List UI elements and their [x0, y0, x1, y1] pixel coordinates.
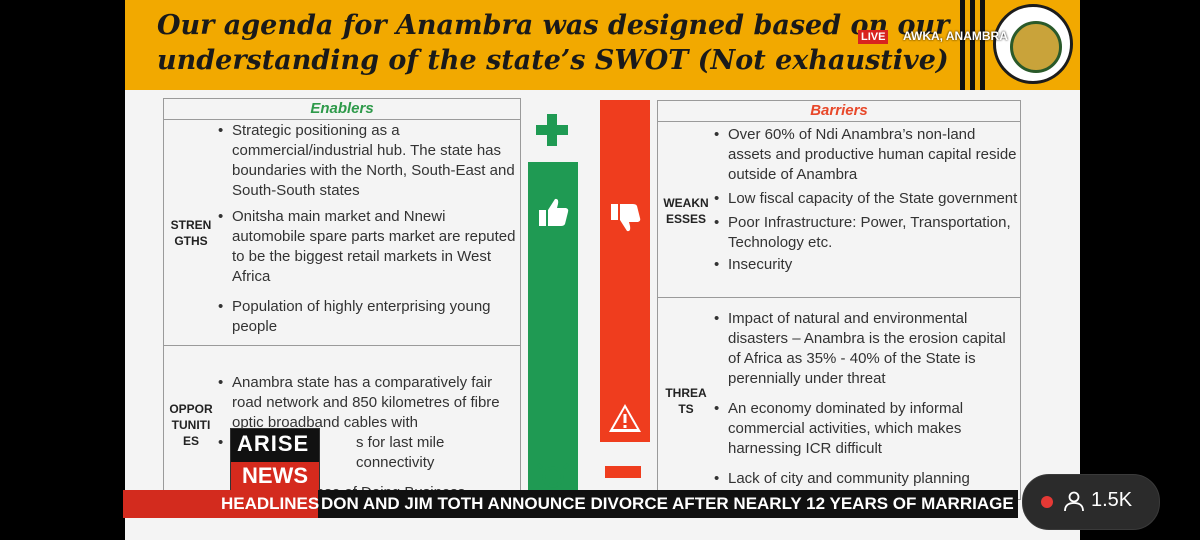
- ticker-label: HEADLINES: [123, 490, 319, 518]
- list-item: s for last mile connectivity: [216, 433, 516, 473]
- slide-title-line-1: Our agenda for Anambra was designed base…: [157, 10, 950, 41]
- live-dot-icon: [1041, 496, 1053, 508]
- barriers-panel: Barriers WEAKN ESSES Over 60% of Ndi Ana…: [657, 100, 1021, 500]
- enablers-bar: [528, 162, 578, 498]
- arise-logo-bottom: NEWS: [231, 462, 319, 490]
- list-item: Onitsha main market and Nnewi automobile…: [216, 207, 516, 287]
- weaknesses-label: WEAKN ESSES: [663, 196, 709, 226]
- barriers-header: Barriers: [658, 101, 1020, 122]
- list-item: An economy dominated by informal commerc…: [712, 399, 1018, 459]
- threats-list: Impact of natural and environmental disa…: [712, 309, 1018, 489]
- list-item: Population of highly enterprising young …: [216, 297, 516, 337]
- list-item: Poor Infrastructure: Power, Transportati…: [712, 213, 1018, 253]
- list-item: Insecurity: [712, 255, 1018, 275]
- list-item: Low fiscal capacity of the State governm…: [712, 189, 1018, 209]
- row-divider: [658, 297, 1020, 298]
- thumbs-down-icon: [611, 204, 641, 232]
- list-item: Impact of natural and environmental disa…: [712, 309, 1018, 389]
- news-ticker: HEADLINES DON AND JIM TOTH ANNOUNCE DIVO…: [123, 490, 1018, 518]
- thumbs-up-icon: [539, 198, 569, 226]
- plus-icon: [536, 114, 568, 146]
- decorative-stripes: [960, 0, 990, 90]
- arise-news-logo: ARISE NEWS: [230, 428, 320, 494]
- seal-logo: [993, 4, 1073, 84]
- barriers-bar: [600, 100, 650, 442]
- sun-icon: [535, 458, 571, 488]
- live-badge: LIVE: [858, 30, 889, 44]
- presentation-slide: Our agenda for Anambra was designed base…: [125, 0, 1080, 540]
- enablers-header: Enablers: [164, 99, 520, 120]
- viewer-count: 1.5K: [1091, 489, 1133, 511]
- ticker-text: DON AND JIM TOTH ANNOUNCE DIVORCE AFTER …: [321, 494, 1014, 513]
- location-label: AWKA, ANAMBRA: [903, 29, 1008, 43]
- viewer-count-pill[interactable]: 1.5K: [1022, 474, 1160, 530]
- slide-title-line-2: understanding of the state’s SWOT (Not e…: [157, 45, 949, 76]
- list-item: Over 60% of Ndi Anambra’s non-land asset…: [712, 125, 1018, 185]
- list-item: Anambra state has a comparatively fair r…: [216, 373, 516, 433]
- strengths-list: Strategic positioning as a commercial/in…: [216, 121, 516, 337]
- minus-icon: [605, 466, 641, 478]
- title-bar: Our agenda for Anambra was designed base…: [125, 0, 1080, 90]
- enablers-panel: Enablers STREN GTHS Strategic positionin…: [163, 98, 521, 503]
- person-icon: [1064, 491, 1084, 512]
- list-item: Lack of city and community planning: [712, 469, 1018, 489]
- warning-icon: [609, 404, 641, 432]
- threats-label: THREA TS: [665, 386, 707, 416]
- opportunities-label: OPPOR TUNITI ES: [169, 402, 213, 448]
- weaknesses-list: Over 60% of Ndi Anambra’s non-land asset…: [712, 125, 1018, 275]
- arise-logo-top: ARISE: [237, 431, 310, 456]
- strengths-label: STREN GTHS: [170, 218, 212, 248]
- row-divider: [164, 345, 520, 346]
- list-item: Strategic positioning as a commercial/in…: [216, 121, 516, 201]
